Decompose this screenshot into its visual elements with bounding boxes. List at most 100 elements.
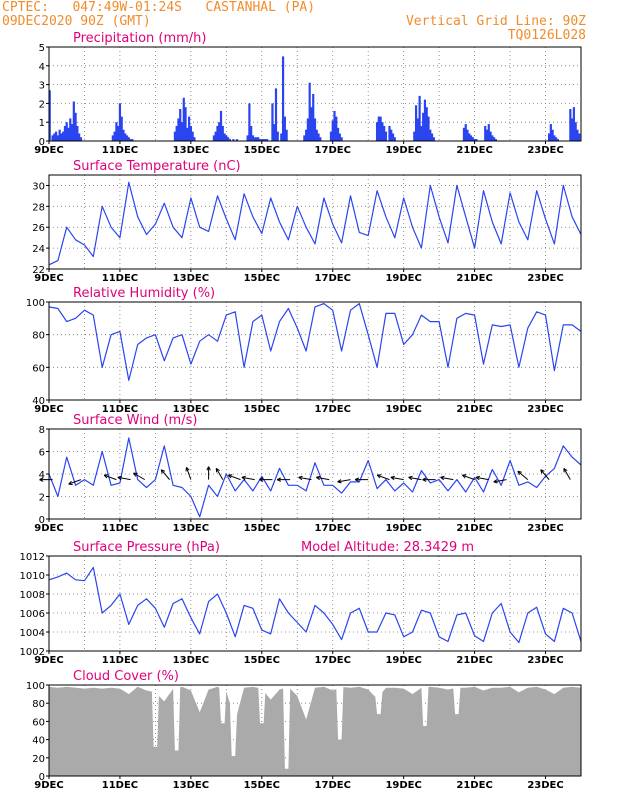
- precip-bar: [485, 129, 489, 141]
- temperature-ytick-label: 30: [32, 181, 45, 192]
- precip-bar: [60, 133, 63, 141]
- precip-bar: [72, 101, 75, 141]
- precip-bar: [574, 122, 577, 141]
- pressure-xtick-label: 15DEC: [244, 655, 280, 666]
- precip-bar: [189, 125, 192, 141]
- pressure-ytick-label: 1010: [20, 571, 45, 582]
- precip-bar: [232, 139, 235, 141]
- precip-bar: [379, 116, 382, 141]
- cloud-cover-ytick-label: 100: [26, 681, 45, 692]
- precip-bar: [427, 116, 430, 141]
- temperature-ytick-label: 22: [32, 265, 45, 276]
- humidity-ytick-label: 60: [32, 363, 45, 374]
- precip-bar: [375, 122, 379, 141]
- precip-bar: [113, 131, 116, 141]
- wind-arrow: [39, 477, 53, 482]
- wind-xtick-label: 9DEC: [34, 523, 63, 534]
- precip-bar: [393, 137, 396, 141]
- precip-bar: [258, 139, 262, 141]
- precip-bar: [553, 135, 556, 141]
- precip-bar: [264, 139, 267, 141]
- product-code: TQ0126L028: [507, 28, 586, 43]
- precipitation-xtick-label: 19DEC: [385, 145, 421, 156]
- wind-arrow: [206, 466, 211, 480]
- temperature-xtick-label: 13DEC: [173, 273, 209, 284]
- precip-bar: [223, 133, 226, 141]
- precip-bar: [48, 90, 51, 141]
- precip-bar: [388, 125, 391, 141]
- precip-bar: [62, 131, 65, 141]
- wind-ytick-label: 6: [39, 448, 45, 459]
- humidity-line: [48, 303, 582, 381]
- precip-bar: [70, 124, 74, 141]
- precip-bar: [125, 135, 129, 141]
- wind-arrow: [563, 467, 571, 480]
- pressure-title: Surface Pressure (hPa): [73, 540, 220, 555]
- pressure-ytick-label: 1006: [20, 609, 45, 620]
- wind-arrow: [517, 470, 529, 481]
- wind-xtick-label: 11DEC: [102, 523, 138, 534]
- precip-bar: [177, 118, 180, 141]
- precip-bar: [338, 133, 341, 141]
- precip-bar: [56, 135, 59, 141]
- pressure-xtick-label: 13DEC: [173, 655, 209, 666]
- wind-arrow: [475, 475, 489, 481]
- precip-bar: [416, 118, 419, 141]
- grid-note: Vertical Grid Line: 90Z: [405, 14, 586, 29]
- wind-ytick-label: 8: [39, 425, 45, 436]
- wind-arrow: [227, 474, 241, 481]
- precipitation-ytick-label: 0: [39, 137, 45, 148]
- humidity-title: Relative Humidity (%): [73, 286, 215, 301]
- precip-bar: [331, 120, 334, 141]
- wind-panel: 0 2 4 6 8 9DEC 11DEC 13DEC 15DEC 17DEC 19DEC 21DEC 2…: [34, 413, 582, 534]
- precip-bar: [51, 135, 54, 141]
- precip-bar: [384, 131, 388, 141]
- wind-arrow: [259, 477, 273, 482]
- wind-arrow: [390, 475, 404, 481]
- precip-bar: [468, 133, 471, 141]
- precip-bar: [423, 99, 427, 141]
- humidity-frame: [48, 301, 582, 401]
- cloud-cover-area: [49, 686, 581, 776]
- precip-bar: [493, 137, 496, 141]
- precipitation-ytick-label: 2: [39, 99, 45, 110]
- temperature-ytick-label: 24: [32, 244, 45, 255]
- precip-bar: [184, 107, 187, 141]
- wind-arrow: [422, 477, 436, 482]
- model-altitude-label: Model Altitude: 28.3429 m: [301, 540, 474, 555]
- temperature-ytick-label: 28: [32, 202, 45, 213]
- precipitation-xtick-label: 23DEC: [527, 145, 563, 156]
- location-header: CPTEC: 047:49W-01:24S CASTANHAL (PA): [2, 0, 316, 15]
- precip-bar: [248, 103, 251, 141]
- precip-bar: [260, 139, 263, 141]
- pressure-ytick-label: 1004: [20, 628, 45, 639]
- precip-bar: [228, 139, 231, 141]
- precip-bar: [122, 129, 125, 141]
- precip-bar: [308, 82, 311, 141]
- precipitation-ytick-label: 4: [39, 62, 45, 73]
- cloud-cover-ytick-label: 0: [39, 772, 45, 783]
- precip-bar: [571, 118, 574, 141]
- humidity-ytick-label: 100: [26, 298, 45, 309]
- precip-bar: [414, 105, 418, 141]
- precip-bar: [255, 137, 258, 141]
- precipitation-ytick-label: 5: [39, 43, 45, 54]
- precip-bar: [306, 118, 310, 141]
- precip-bar: [432, 137, 435, 141]
- temperature-xtick-label: 21DEC: [456, 273, 492, 284]
- temperature-xtick-label: 19DEC: [385, 273, 421, 284]
- wind-ytick-label: 0: [39, 515, 45, 526]
- precip-bar: [53, 133, 56, 141]
- wind-ytick-label: 2: [39, 493, 45, 504]
- precip-bar: [78, 133, 81, 141]
- temperature-xtick-label: 9DEC: [34, 273, 63, 284]
- cloud-cover-ytick-label: 80: [32, 699, 45, 710]
- precip-bar: [555, 137, 558, 141]
- precip-bar: [65, 122, 68, 141]
- precip-bar: [283, 116, 286, 141]
- precip-bar: [484, 125, 487, 141]
- pressure-xtick-label: 9DEC: [34, 655, 63, 666]
- wind-xtick-label: 23DEC: [527, 523, 563, 534]
- cloud-cover-ytick-label: 20: [32, 754, 45, 765]
